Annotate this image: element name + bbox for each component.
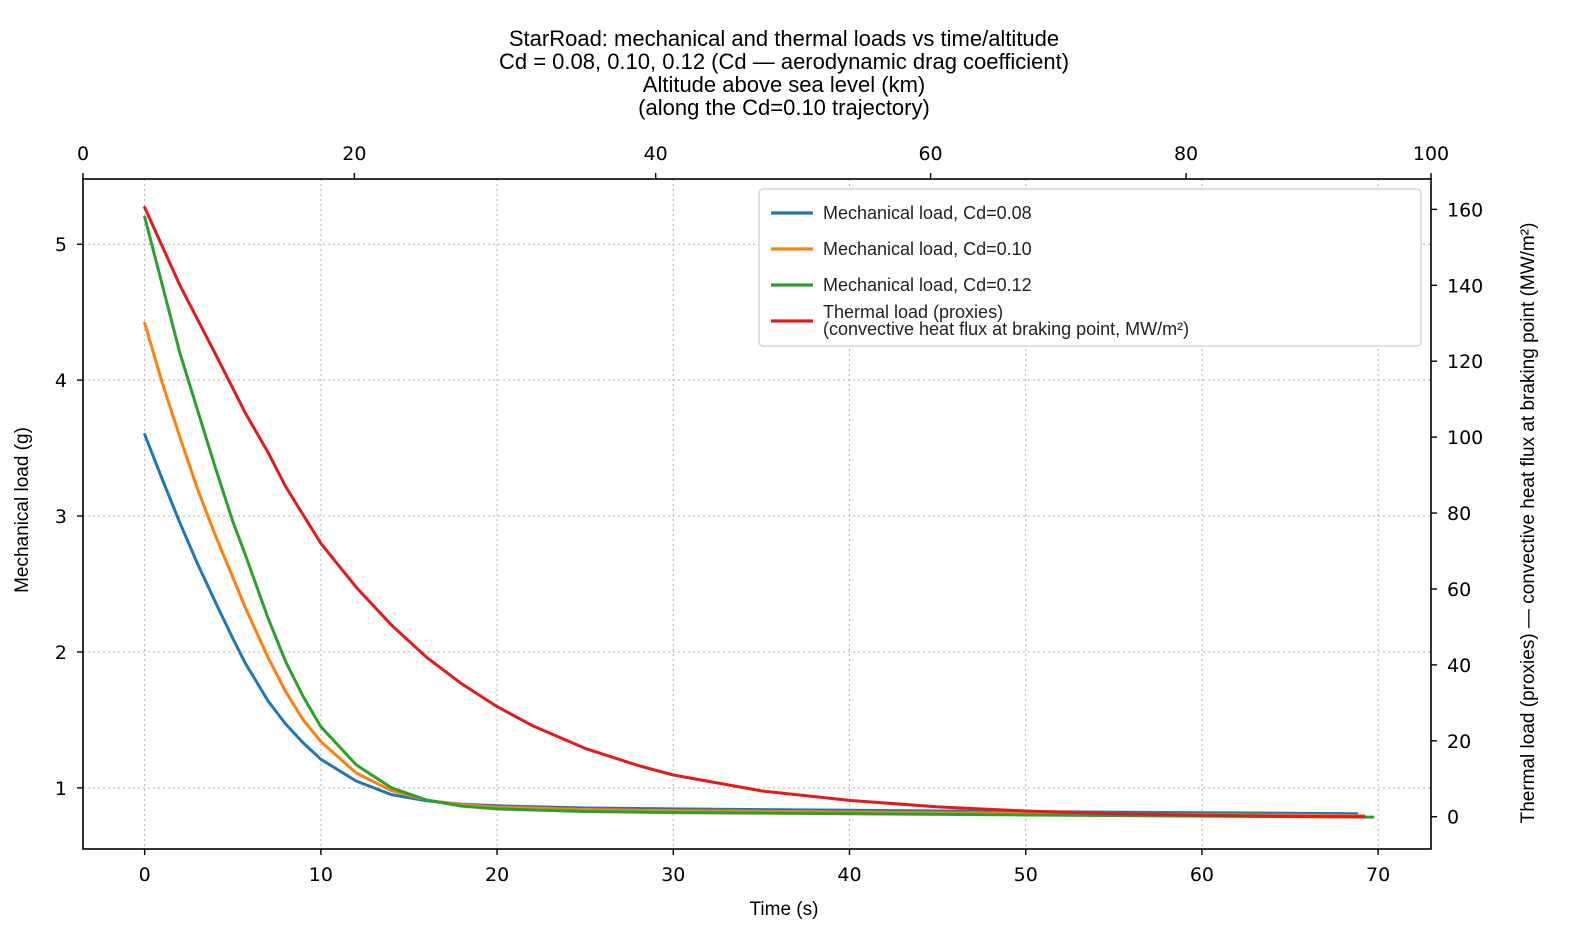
- top-tick-label: 60: [918, 143, 942, 165]
- series-line-1: [143, 321, 1366, 818]
- y-left-tick-label: 1: [55, 778, 67, 800]
- axis-ticks: 0 10 20 30 40 50 60 701234502040608010012014016…: [55, 143, 1483, 886]
- series-line-0: [143, 433, 1359, 816]
- y-axis-left-label: Mechanical load (g): [12, 427, 33, 593]
- plot-frame: [82, 178, 1432, 850]
- y-left-tick-label: 4: [55, 370, 67, 392]
- x-tick-label: 0: [139, 864, 151, 886]
- y-left-tick-label: 5: [55, 234, 67, 256]
- y-right-tick-label: 40: [1447, 655, 1471, 677]
- top-tick-label: 0: [77, 143, 89, 165]
- top-tick-label: 40: [644, 143, 668, 165]
- legend-box: [758, 188, 1422, 347]
- top-axis-label: Altitude above sea level (km): [643, 72, 925, 97]
- top-tick-label: 100: [1413, 143, 1449, 165]
- y-right-tick-label: 120: [1447, 351, 1483, 373]
- x-tick-label: 20: [485, 864, 509, 886]
- plot-series: [143, 206, 1375, 819]
- y-right-tick-label: 100: [1447, 427, 1483, 449]
- y-right-tick-label: 140: [1447, 275, 1483, 297]
- x-tick-label: 70: [1366, 864, 1390, 886]
- top-tick-label: 80: [1174, 143, 1198, 165]
- chart-title-line-2: Cd = 0.08, 0.10, 0.12 (Cd — aerodynamic …: [499, 49, 1069, 74]
- y-left-tick-label: 2: [55, 642, 67, 664]
- top-tick-label: 20: [342, 143, 366, 165]
- x-tick-label: 50: [1014, 864, 1038, 886]
- legend-label-3-line-0: Thermal load (proxies): [823, 302, 1003, 322]
- x-tick-label: 10: [309, 864, 333, 886]
- y-left-tick-label: 3: [55, 506, 67, 528]
- x-tick-label: 60: [1190, 864, 1214, 886]
- chart-title-line-1: StarRoad: mechanical and thermal loads v…: [509, 26, 1059, 51]
- legend-label-2: Mechanical load, Cd=0.12: [823, 275, 1032, 295]
- series-line-2: [143, 215, 1375, 819]
- x-axis-label: Time (s): [750, 899, 819, 920]
- legend-label-3-line-1: (convective heat flux at braking point, …: [823, 319, 1189, 339]
- x-tick-label: 40: [837, 864, 861, 886]
- y-right-tick-label: 80: [1447, 503, 1471, 525]
- y-right-tick-label: 0: [1447, 807, 1459, 829]
- top-axis-label-note: (along the Cd=0.10 trajectory): [638, 95, 930, 120]
- legend-label-1: Mechanical load, Cd=0.10: [823, 239, 1032, 259]
- legend-label-0: Mechanical load, Cd=0.08: [823, 203, 1032, 223]
- y-right-tick-label: 20: [1447, 731, 1471, 753]
- x-tick-label: 30: [661, 864, 685, 886]
- y-right-tick-label: 60: [1447, 579, 1471, 601]
- series-line-3: [143, 206, 1366, 819]
- y-right-tick-label: 160: [1447, 199, 1483, 221]
- legend: Mechanical load, Cd=0.08 Mechanical load,…: [758, 188, 1422, 347]
- y-axis-right-label: Thermal load (proxies) — convective heat…: [1518, 223, 1539, 824]
